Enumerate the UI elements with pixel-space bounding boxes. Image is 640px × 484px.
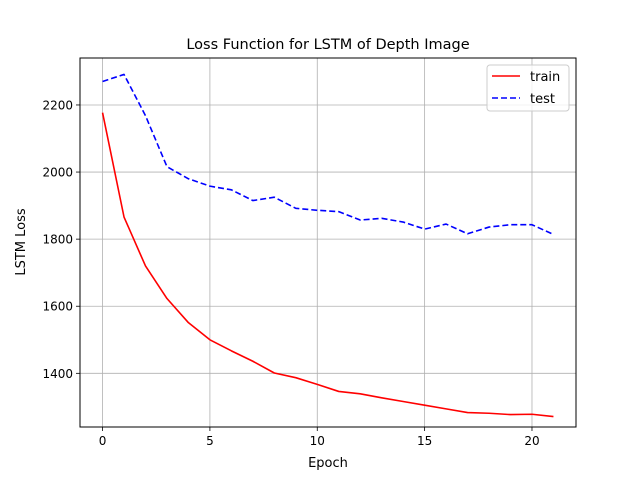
y-tick-label: 1400 — [42, 367, 73, 381]
series-lines — [101, 73, 554, 418]
y-tick-label: 1800 — [42, 233, 73, 247]
x-tick-label: 10 — [310, 434, 325, 448]
x-axis-label: Epoch — [308, 456, 348, 471]
x-tick-label: 15 — [417, 434, 432, 448]
y-axis-label: LSTM Loss — [14, 208, 29, 276]
y-axis-ticks: 1400 1600 1800 2000 2200 — [42, 98, 80, 381]
y-tick-label: 2000 — [42, 166, 73, 180]
x-tick-label: 20 — [524, 434, 539, 448]
x-axis-ticks: 0 5 10 15 20 — [99, 427, 540, 448]
x-tick-label: 5 — [206, 434, 214, 448]
legend-test-label: test — [530, 92, 555, 107]
x-tick-label: 0 — [99, 434, 107, 448]
axes-frame — [79, 57, 577, 428]
legend-train-label: train — [530, 70, 560, 85]
series-line-train — [101, 112, 554, 418]
chart-title: Loss Function for LSTM of Depth Image — [186, 37, 469, 53]
series-line-test — [102, 73, 554, 236]
y-tick-label: 2200 — [42, 98, 73, 112]
legend: train test — [486, 64, 570, 112]
y-tick-label: 1600 — [42, 300, 73, 314]
